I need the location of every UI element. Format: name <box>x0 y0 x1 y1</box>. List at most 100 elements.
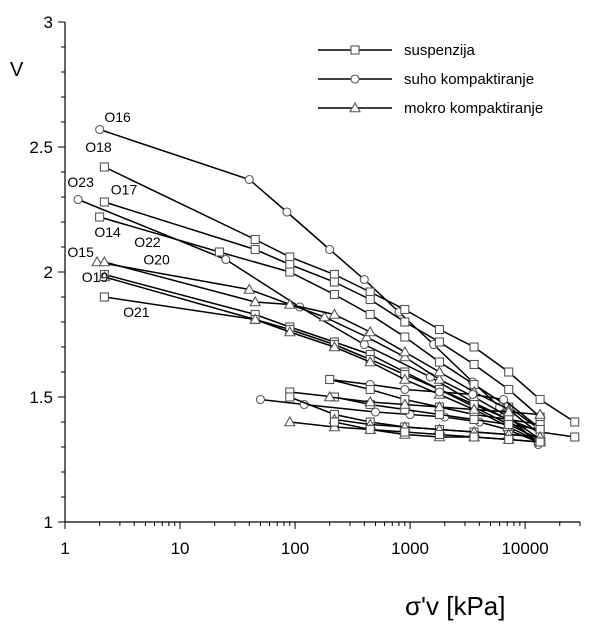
square-marker <box>535 394 545 405</box>
square-marker <box>250 244 260 255</box>
triangle-marker <box>98 255 111 267</box>
series-line <box>104 261 541 436</box>
triangle-marker <box>398 350 411 362</box>
square-marker <box>99 292 109 302</box>
x-tick-label: 100 <box>281 539 309 558</box>
series-layer <box>73 124 580 450</box>
sample-label: O21 <box>123 304 150 320</box>
circle-marker <box>325 244 335 255</box>
triangle-marker <box>364 395 377 407</box>
square-marker <box>214 247 224 257</box>
triangle-marker <box>360 330 373 342</box>
series-line <box>104 201 541 418</box>
triangle-marker <box>328 340 341 352</box>
square-marker <box>285 252 295 262</box>
triangle-marker <box>283 415 296 427</box>
square-marker <box>285 259 295 270</box>
legend-circle-marker <box>350 74 360 84</box>
square-marker <box>400 304 410 315</box>
triangle-marker <box>433 365 446 377</box>
circle-marker <box>468 389 478 400</box>
square-marker <box>95 212 105 222</box>
square-marker <box>400 332 410 342</box>
x-tick-label: 10 <box>171 539 190 558</box>
triangle-marker <box>398 373 411 384</box>
triangle-marker <box>283 298 296 309</box>
circle-marker <box>359 339 369 350</box>
sample-label: O18 <box>85 139 112 155</box>
square-marker <box>434 429 445 440</box>
square-marker <box>400 317 410 327</box>
square-marker <box>570 417 580 427</box>
series-line <box>260 398 539 443</box>
square-marker <box>365 384 375 395</box>
square-marker <box>365 424 375 435</box>
series-4 <box>99 197 545 422</box>
sample-label: O17 <box>111 182 138 198</box>
circle-marker <box>434 387 445 397</box>
triangle-marker <box>502 405 515 417</box>
triangle-marker <box>468 403 481 414</box>
square-marker <box>365 287 375 297</box>
sample-label: O19 <box>82 269 109 285</box>
triangle-marker <box>433 400 446 412</box>
series-line <box>104 166 576 423</box>
triangle-marker <box>91 255 104 267</box>
square-marker <box>365 309 375 320</box>
circle-marker <box>244 174 254 185</box>
square-marker <box>469 432 479 442</box>
triangle-marker <box>328 308 341 319</box>
square-marker <box>250 234 260 245</box>
square-marker <box>469 359 479 370</box>
triangle-marker <box>398 345 411 357</box>
legend: suspenzija suho kompaktiranje mokro kompak… <box>318 42 543 117</box>
square-marker <box>325 374 335 385</box>
circle-marker <box>370 407 381 417</box>
square-marker <box>504 434 514 445</box>
square-marker <box>434 337 445 347</box>
circle-marker <box>359 274 369 285</box>
y-tick-label: 3 <box>44 13 53 32</box>
triangle-marker <box>364 355 377 367</box>
ticks <box>58 21 581 529</box>
series-2 <box>99 162 580 427</box>
square-marker <box>329 277 339 287</box>
sample-label: O23 <box>67 174 94 190</box>
triangle-marker <box>364 325 377 337</box>
legend-label: suspenzija <box>404 42 476 59</box>
square-marker <box>535 437 545 447</box>
sample-label: O16 <box>104 109 131 125</box>
y-tick-label: 1.5 <box>29 388 53 407</box>
triangle-marker <box>318 310 331 322</box>
triangle-marker <box>534 408 547 419</box>
sample-label: O20 <box>143 252 170 268</box>
circle-marker <box>255 394 265 405</box>
square-marker <box>504 367 514 377</box>
legend-square-marker <box>350 45 360 55</box>
sample-labels: O16 O18 O23 O17 O14 O22 O15 O20 O19 O21 <box>67 109 170 320</box>
circle-marker <box>221 254 231 265</box>
square-marker <box>285 392 295 402</box>
legend-entry: suho kompaktiranje <box>318 71 534 88</box>
square-marker <box>504 384 514 395</box>
square-marker <box>99 197 109 207</box>
y-axis-label: V <box>10 59 24 81</box>
x-tick-label: 1000 <box>391 539 429 558</box>
legend-entry: mokro kompaktiranje <box>318 100 543 117</box>
x-axis-label: σ'v [kPa] <box>405 591 505 621</box>
square-marker <box>469 414 479 425</box>
legend-triangle-marker <box>349 101 361 113</box>
square-marker <box>469 342 479 352</box>
series-19 <box>329 417 545 447</box>
triangle-marker <box>433 373 446 384</box>
sample-label: O14 <box>94 224 121 240</box>
circle-marker <box>499 394 509 405</box>
square-marker <box>434 324 445 335</box>
circle-marker <box>95 124 105 135</box>
tick-labels: 1 10 100 1000 10000 1 1.5 2 2.5 3 <box>29 13 548 558</box>
legend-label: mokro kompaktiranje <box>404 100 543 117</box>
y-tick-label: 2 <box>44 263 53 282</box>
triangle-marker <box>283 325 296 337</box>
legend-label: suho kompaktiranje <box>404 71 534 88</box>
triangle-marker <box>98 270 111 282</box>
